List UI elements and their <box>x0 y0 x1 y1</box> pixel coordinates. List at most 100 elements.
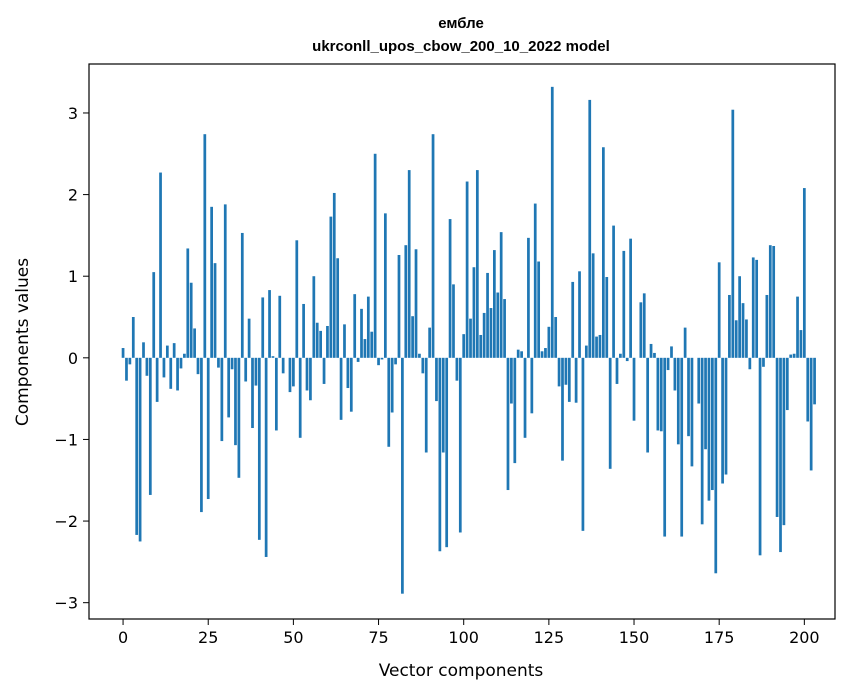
bar <box>155 357 159 402</box>
bar <box>561 357 564 461</box>
bar <box>363 339 367 358</box>
bar <box>642 293 646 358</box>
bar <box>251 357 254 429</box>
bar <box>574 357 578 403</box>
bar <box>785 357 789 411</box>
bar <box>775 357 779 517</box>
bar <box>397 254 401 358</box>
bar <box>540 351 544 358</box>
bar <box>281 357 285 374</box>
bar <box>581 357 585 531</box>
bar <box>295 240 299 358</box>
bar <box>343 324 346 358</box>
y-tick-label: 0 <box>68 349 78 368</box>
bar <box>588 99 592 358</box>
bar <box>298 357 302 438</box>
bar <box>196 357 200 375</box>
bar <box>360 308 363 358</box>
bar <box>435 357 438 402</box>
bar <box>690 357 694 467</box>
bar <box>724 357 728 475</box>
bar <box>530 357 534 414</box>
y-tick-label: −1 <box>54 430 78 449</box>
chart-title-line-2: ukrconll_upos_cbow_200_10_2022 model <box>312 38 610 55</box>
bar <box>472 267 476 358</box>
bar <box>257 357 261 540</box>
bar <box>554 317 558 358</box>
bar <box>373 153 377 358</box>
bar <box>550 86 554 358</box>
bar <box>315 322 319 358</box>
bar <box>332 192 336 358</box>
x-tick-label: 125 <box>534 628 565 647</box>
bar <box>584 345 588 358</box>
bar <box>629 238 632 358</box>
bar <box>305 357 309 391</box>
bar <box>779 357 782 553</box>
bar <box>244 357 248 382</box>
bar <box>455 357 459 381</box>
bar <box>428 327 432 358</box>
x-tick-label: 75 <box>368 628 388 647</box>
bar <box>421 357 425 374</box>
bar <box>183 353 186 358</box>
bar <box>721 357 724 484</box>
bar <box>527 237 530 358</box>
bar <box>121 348 125 358</box>
bar <box>438 357 442 552</box>
bar <box>741 303 745 358</box>
bar <box>469 318 472 358</box>
bar <box>312 276 316 358</box>
bar <box>619 353 622 358</box>
bar <box>135 357 139 535</box>
bar <box>493 250 496 358</box>
bar <box>142 342 145 358</box>
bar <box>179 357 183 369</box>
bar <box>165 345 169 358</box>
bar <box>520 351 523 358</box>
bar <box>213 263 217 358</box>
bar <box>731 109 735 358</box>
bar <box>247 318 251 358</box>
bar <box>278 295 282 358</box>
bar <box>510 357 513 404</box>
x-tick-label: 0 <box>118 628 128 647</box>
bar <box>768 245 772 358</box>
bar <box>223 204 227 358</box>
bar <box>564 357 568 385</box>
bar <box>268 290 271 358</box>
bar <box>680 357 684 537</box>
bar <box>189 282 193 358</box>
bar <box>659 357 663 432</box>
bar <box>254 357 258 386</box>
bar <box>615 357 619 384</box>
bar <box>377 357 380 366</box>
x-tick-label: 200 <box>789 628 820 647</box>
bar <box>274 357 278 431</box>
bar <box>751 257 755 358</box>
bar <box>227 357 231 418</box>
bar <box>567 357 571 402</box>
bar <box>407 170 411 358</box>
bar <box>172 343 176 358</box>
bar <box>200 357 203 513</box>
bar <box>261 297 265 358</box>
bar <box>673 357 677 391</box>
bar <box>646 357 650 453</box>
bar <box>758 357 762 556</box>
bar <box>220 357 224 442</box>
bar <box>349 357 353 412</box>
bar <box>687 357 690 437</box>
bar <box>489 308 493 358</box>
bar <box>452 284 455 358</box>
bar <box>462 334 466 358</box>
bar <box>169 357 173 389</box>
bar <box>329 216 333 358</box>
bar <box>356 357 360 362</box>
bar <box>608 357 612 469</box>
bar <box>394 357 397 365</box>
bar <box>605 277 609 358</box>
bar <box>670 346 673 358</box>
bar <box>186 248 190 358</box>
